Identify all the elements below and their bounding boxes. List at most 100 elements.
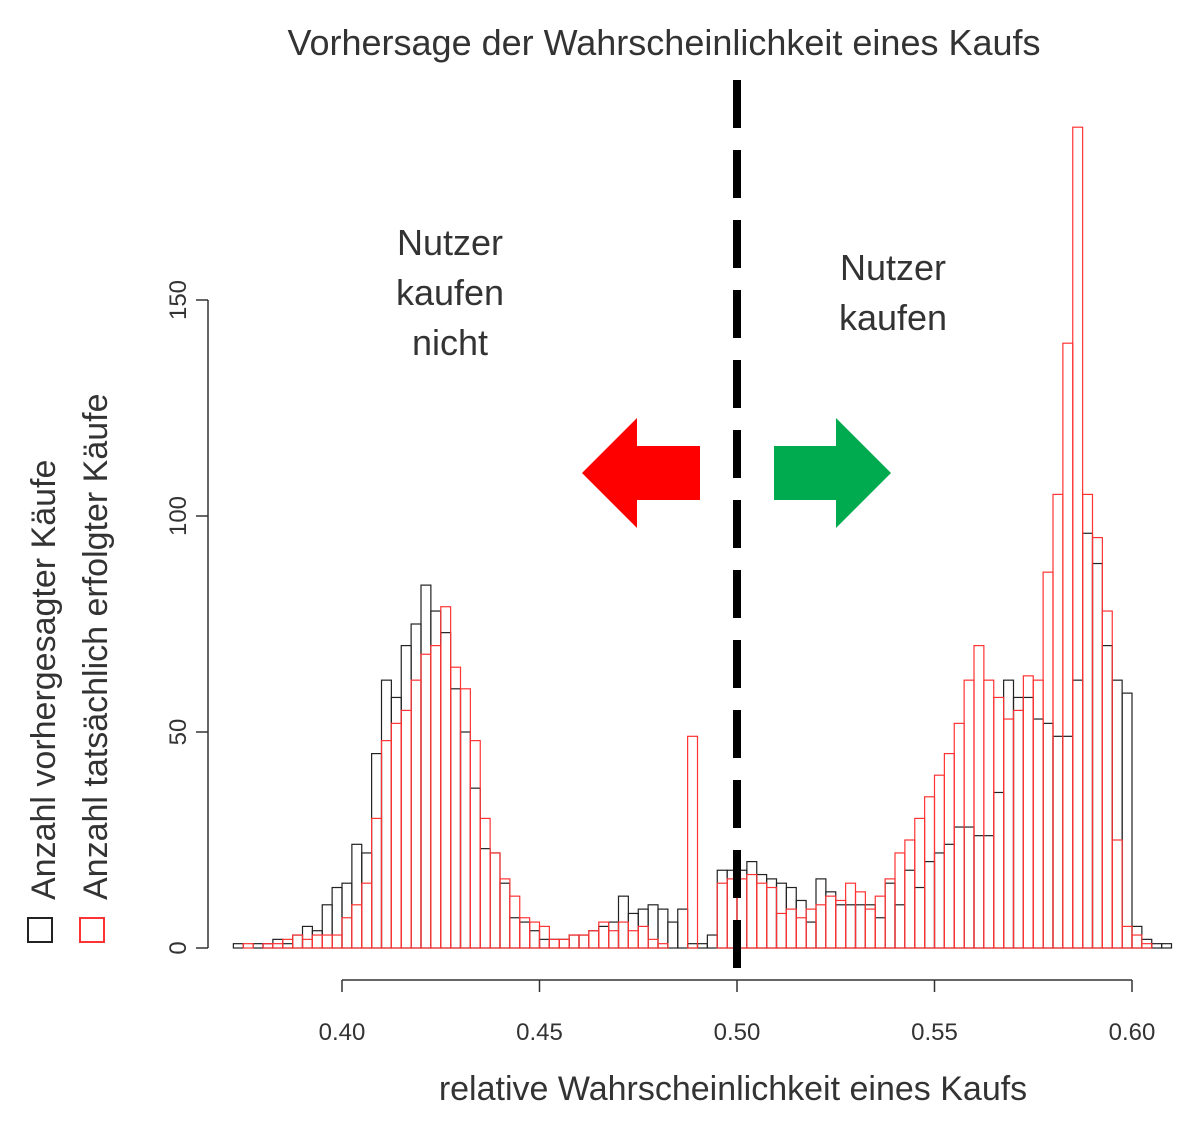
actual-bar xyxy=(548,938,560,949)
predicted-bar xyxy=(262,943,274,949)
predicted-bar xyxy=(440,632,452,949)
predicted-bar xyxy=(933,852,945,949)
predicted-bar xyxy=(282,943,294,949)
predicted-bar xyxy=(756,873,768,949)
predicted-bar xyxy=(1072,679,1084,949)
predicted-bar xyxy=(667,921,679,949)
actual-bar xyxy=(845,882,857,949)
actual-bar xyxy=(1101,610,1113,949)
predicted-bar xyxy=(637,908,649,949)
predicted-bar xyxy=(914,886,926,949)
predicted-bar xyxy=(538,938,550,949)
predicted-bar xyxy=(825,891,837,949)
actual-bar xyxy=(1082,493,1094,949)
predicted-bar xyxy=(400,644,412,949)
predicted-bar xyxy=(687,943,699,949)
actual-bar xyxy=(815,904,827,949)
predicted-bar xyxy=(805,921,817,949)
y-tick-label: 50 xyxy=(165,719,192,746)
actual-bar xyxy=(1091,536,1103,949)
actual-bar xyxy=(489,852,501,949)
annotation-buy-line-2: kaufen xyxy=(839,297,947,338)
predicted-bar xyxy=(657,908,669,949)
legend-swatch-actual xyxy=(79,917,105,943)
predicted-bar xyxy=(568,934,580,949)
actual-bar xyxy=(450,666,462,949)
actual-bar xyxy=(756,882,768,949)
actual-bar xyxy=(390,722,402,949)
predicted-bar xyxy=(341,882,353,949)
x-tick-label: 0.45 xyxy=(516,1019,563,1046)
legend-label-actual: Anzahl tatsächlich erfolgter Käufe xyxy=(77,393,115,900)
annotation-buy-line-1: Nutzer xyxy=(840,247,946,288)
actual-bar xyxy=(874,895,886,949)
predicted-bar xyxy=(943,843,955,949)
actual-bar xyxy=(657,943,669,949)
actual-bar xyxy=(894,852,906,949)
actual-bar xyxy=(1141,943,1153,949)
predicted-bar xyxy=(301,925,313,949)
actual-bar xyxy=(479,817,491,949)
predicted-bar xyxy=(1131,925,1143,949)
actual-bar xyxy=(301,938,313,949)
actual-bar xyxy=(1022,675,1034,949)
actual-bar xyxy=(795,917,807,949)
actual-bar xyxy=(430,644,442,949)
predicted-bar xyxy=(953,826,965,949)
predicted-bar xyxy=(380,679,392,949)
predicted-bar xyxy=(1052,735,1064,949)
predicted-bar xyxy=(1111,679,1123,949)
predicted-bar xyxy=(835,904,847,949)
actual-bar xyxy=(933,774,945,949)
actual-bar xyxy=(499,878,511,949)
legend-label-predicted: Anzahl vorhergesagter Käufe xyxy=(25,460,63,900)
actual-bar xyxy=(973,644,985,949)
actual-bar xyxy=(943,752,955,949)
predicted-bar xyxy=(924,860,936,949)
actual-bar xyxy=(716,882,728,949)
actual-bar xyxy=(469,740,481,949)
predicted-bar xyxy=(529,930,541,949)
predicted-bar xyxy=(1062,735,1074,949)
actual-bar xyxy=(321,934,333,949)
actual-bar xyxy=(775,912,787,949)
actual-bar xyxy=(331,934,343,949)
actual-bar xyxy=(1003,718,1015,949)
predicted-bar xyxy=(716,869,728,949)
predicted-bar xyxy=(232,943,244,949)
predicted-bar xyxy=(450,688,462,949)
y-tick-label: 0 xyxy=(165,941,192,954)
predicted-bar xyxy=(1022,696,1034,949)
actual-bar xyxy=(963,679,975,949)
actual-bar xyxy=(1052,493,1064,949)
predicted-bar xyxy=(1151,943,1163,949)
predicted-bar xyxy=(361,852,373,949)
x-tick-label: 0.60 xyxy=(1109,1019,1156,1046)
actual-bar xyxy=(588,930,600,949)
arrow-left-icon xyxy=(582,418,700,528)
actual-bar xyxy=(983,679,995,949)
annotation-not-buy-line-1: Nutzer xyxy=(397,222,503,263)
predicted-bar xyxy=(588,930,600,949)
actual-bar xyxy=(272,943,284,949)
predicted-bar xyxy=(983,835,995,949)
x-tick-label: 0.55 xyxy=(911,1019,958,1046)
predicted-bar xyxy=(894,904,906,949)
predicted-bar xyxy=(252,943,264,949)
actual-bar xyxy=(380,740,392,949)
predicted-bar xyxy=(845,904,857,949)
actual-bar xyxy=(371,817,383,949)
predicted-bar xyxy=(1091,562,1103,949)
predicted-bar xyxy=(1032,718,1044,949)
actual-bar xyxy=(341,917,353,949)
legend-swatch-predicted xyxy=(27,917,53,943)
actual-bar xyxy=(617,921,629,949)
actual-bar xyxy=(687,735,699,949)
actual-bar xyxy=(1121,925,1133,949)
predicted-bar xyxy=(696,943,708,949)
predicted-bar xyxy=(1101,644,1113,949)
actual-bar xyxy=(1072,126,1084,949)
predicted-bar xyxy=(578,934,590,949)
actual-bar xyxy=(993,696,1005,949)
predicted-bar xyxy=(706,934,718,949)
